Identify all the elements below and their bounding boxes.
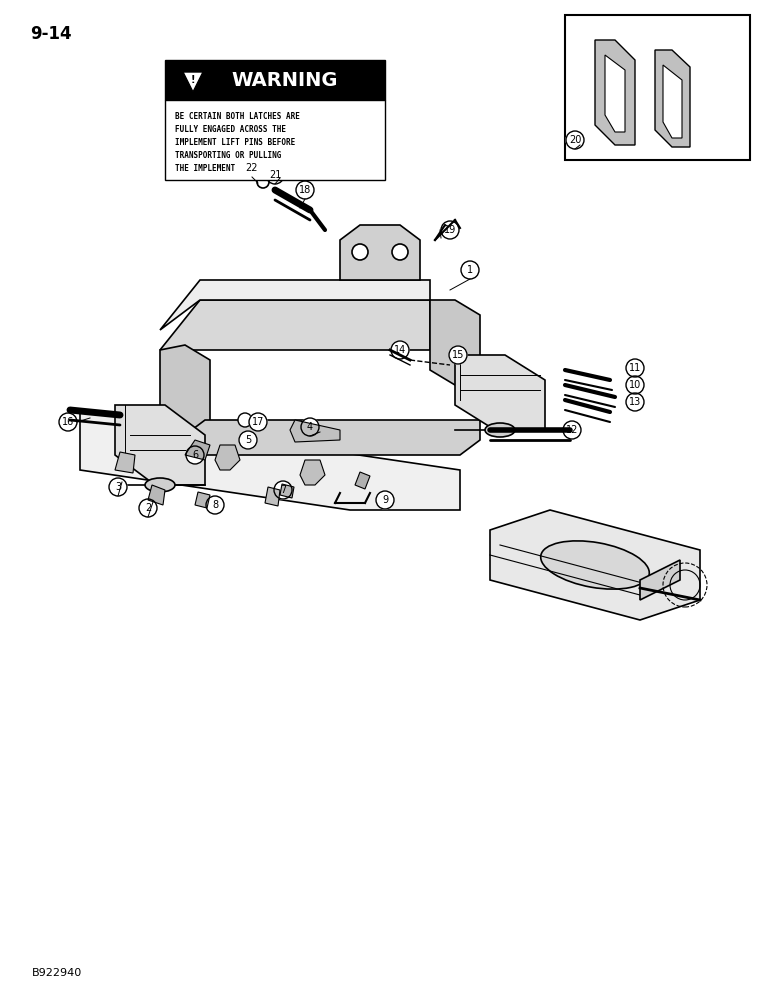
Text: 3: 3 [115,482,121,492]
Circle shape [301,418,319,436]
Circle shape [274,481,292,499]
Polygon shape [115,405,205,485]
Text: 20: 20 [569,135,581,145]
Text: 7: 7 [280,485,286,495]
Text: 15: 15 [452,350,464,360]
Text: !: ! [191,75,195,85]
Text: 4: 4 [307,422,313,432]
Circle shape [239,431,257,449]
Polygon shape [455,355,545,430]
Circle shape [626,393,644,411]
Polygon shape [605,55,625,132]
Circle shape [626,359,644,377]
Circle shape [238,413,252,427]
Polygon shape [640,560,680,600]
Text: 19: 19 [444,225,456,235]
Ellipse shape [540,541,649,589]
Polygon shape [160,280,430,330]
Polygon shape [185,440,210,460]
Circle shape [206,496,224,514]
Polygon shape [148,485,165,505]
Polygon shape [663,65,682,138]
Circle shape [376,491,394,509]
Text: 16: 16 [62,417,74,427]
Circle shape [566,131,584,149]
Text: 18: 18 [299,185,311,195]
Ellipse shape [485,423,515,437]
Text: 12: 12 [566,425,578,435]
Bar [565,15,750,160]
Polygon shape [115,452,135,473]
Circle shape [449,346,467,364]
Circle shape [296,181,314,199]
Circle shape [59,413,77,431]
Circle shape [257,176,269,188]
Text: B922940: B922940 [32,968,83,978]
Polygon shape [490,510,700,620]
Text: 21: 21 [269,170,281,180]
Polygon shape [340,225,420,280]
Circle shape [186,446,204,464]
Text: THE IMPLEMENT: THE IMPLEMENT [175,164,235,173]
Bar [165,100,385,180]
Text: 5: 5 [245,435,251,445]
Circle shape [139,499,157,517]
Text: 9: 9 [382,495,388,505]
Circle shape [391,341,409,359]
Circle shape [266,166,284,184]
Text: IMPLEMENT LIFT PINS BEFORE: IMPLEMENT LIFT PINS BEFORE [175,138,295,147]
Polygon shape [80,410,460,510]
Polygon shape [430,300,480,385]
Circle shape [441,221,459,239]
Bar [165,60,385,100]
Polygon shape [280,484,294,498]
Polygon shape [290,420,340,442]
Polygon shape [160,345,210,435]
Polygon shape [183,72,203,92]
Text: 1: 1 [467,265,473,275]
Ellipse shape [145,478,175,492]
Polygon shape [160,300,430,350]
Circle shape [249,413,267,431]
Circle shape [563,421,581,439]
Text: TRANSPORTING OR PULLING: TRANSPORTING OR PULLING [175,151,281,160]
Polygon shape [355,472,370,489]
Polygon shape [185,420,480,455]
Text: 10: 10 [629,380,641,390]
Polygon shape [595,40,635,145]
Circle shape [392,244,408,260]
Polygon shape [265,487,280,506]
Text: BE CERTAIN BOTH LATCHES ARE: BE CERTAIN BOTH LATCHES ARE [175,112,300,121]
Circle shape [461,261,479,279]
Polygon shape [215,445,240,470]
Circle shape [109,478,127,496]
Text: 17: 17 [252,417,264,427]
Text: 8: 8 [212,500,218,510]
Text: 11: 11 [629,363,641,373]
Text: 22: 22 [245,163,259,173]
Polygon shape [195,492,210,508]
Circle shape [626,376,644,394]
Text: 13: 13 [629,397,641,407]
Text: WARNING: WARNING [232,70,338,90]
Circle shape [243,159,261,177]
Text: 14: 14 [394,345,406,355]
Text: FULLY ENGAGED ACROSS THE: FULLY ENGAGED ACROSS THE [175,125,286,134]
Text: 6: 6 [192,450,198,460]
Text: 9-14: 9-14 [30,25,72,43]
Polygon shape [655,50,690,147]
Circle shape [352,244,368,260]
Polygon shape [300,460,325,485]
Text: 2: 2 [145,503,151,513]
